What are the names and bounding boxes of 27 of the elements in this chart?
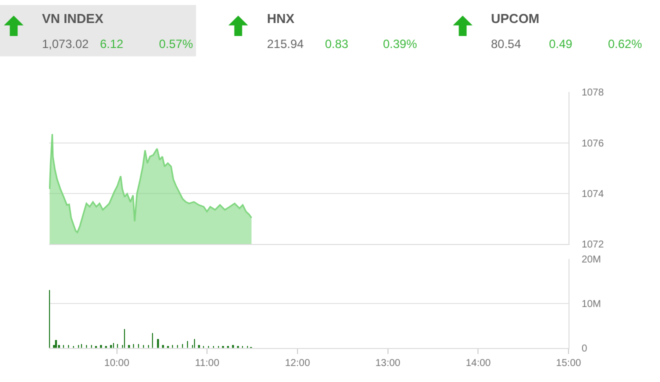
x-tick-label: 14:00 — [466, 358, 492, 369]
text: UPCOM — [491, 11, 540, 26]
y-tick-label: 20M — [582, 254, 602, 266]
text: 80.54 — [491, 37, 522, 51]
x-tick-label: 11:00 — [194, 358, 220, 369]
text: HNX — [267, 11, 295, 26]
bar — [157, 338, 160, 348]
bar — [55, 340, 58, 348]
y-tick-label: 1074 — [582, 189, 604, 200]
x-tick-label: 15:00 — [556, 358, 582, 369]
y-tick-label: 10M — [582, 298, 602, 310]
y-tick-label: 1076 — [582, 138, 604, 150]
x-tick-label: 10:00 — [104, 358, 130, 369]
text: 0.39% — [383, 37, 418, 51]
x-tick-label: 13:00 — [375, 358, 401, 369]
text: 0.62% — [608, 37, 642, 51]
text: 0.49 — [549, 37, 573, 51]
y-tick-label: 1072 — [582, 240, 604, 251]
text: VN INDEX — [42, 11, 104, 26]
text: 6.12 — [100, 37, 124, 51]
text: 0.83 — [325, 37, 349, 51]
x-tick-label: 12:00 — [284, 358, 310, 369]
y-tick-label: 0 — [582, 343, 588, 354]
y-tick-label: 1078 — [582, 88, 604, 99]
text: 0.57% — [159, 37, 194, 51]
text: 215.94 — [267, 37, 304, 51]
text: 1,073.02 — [42, 37, 90, 51]
